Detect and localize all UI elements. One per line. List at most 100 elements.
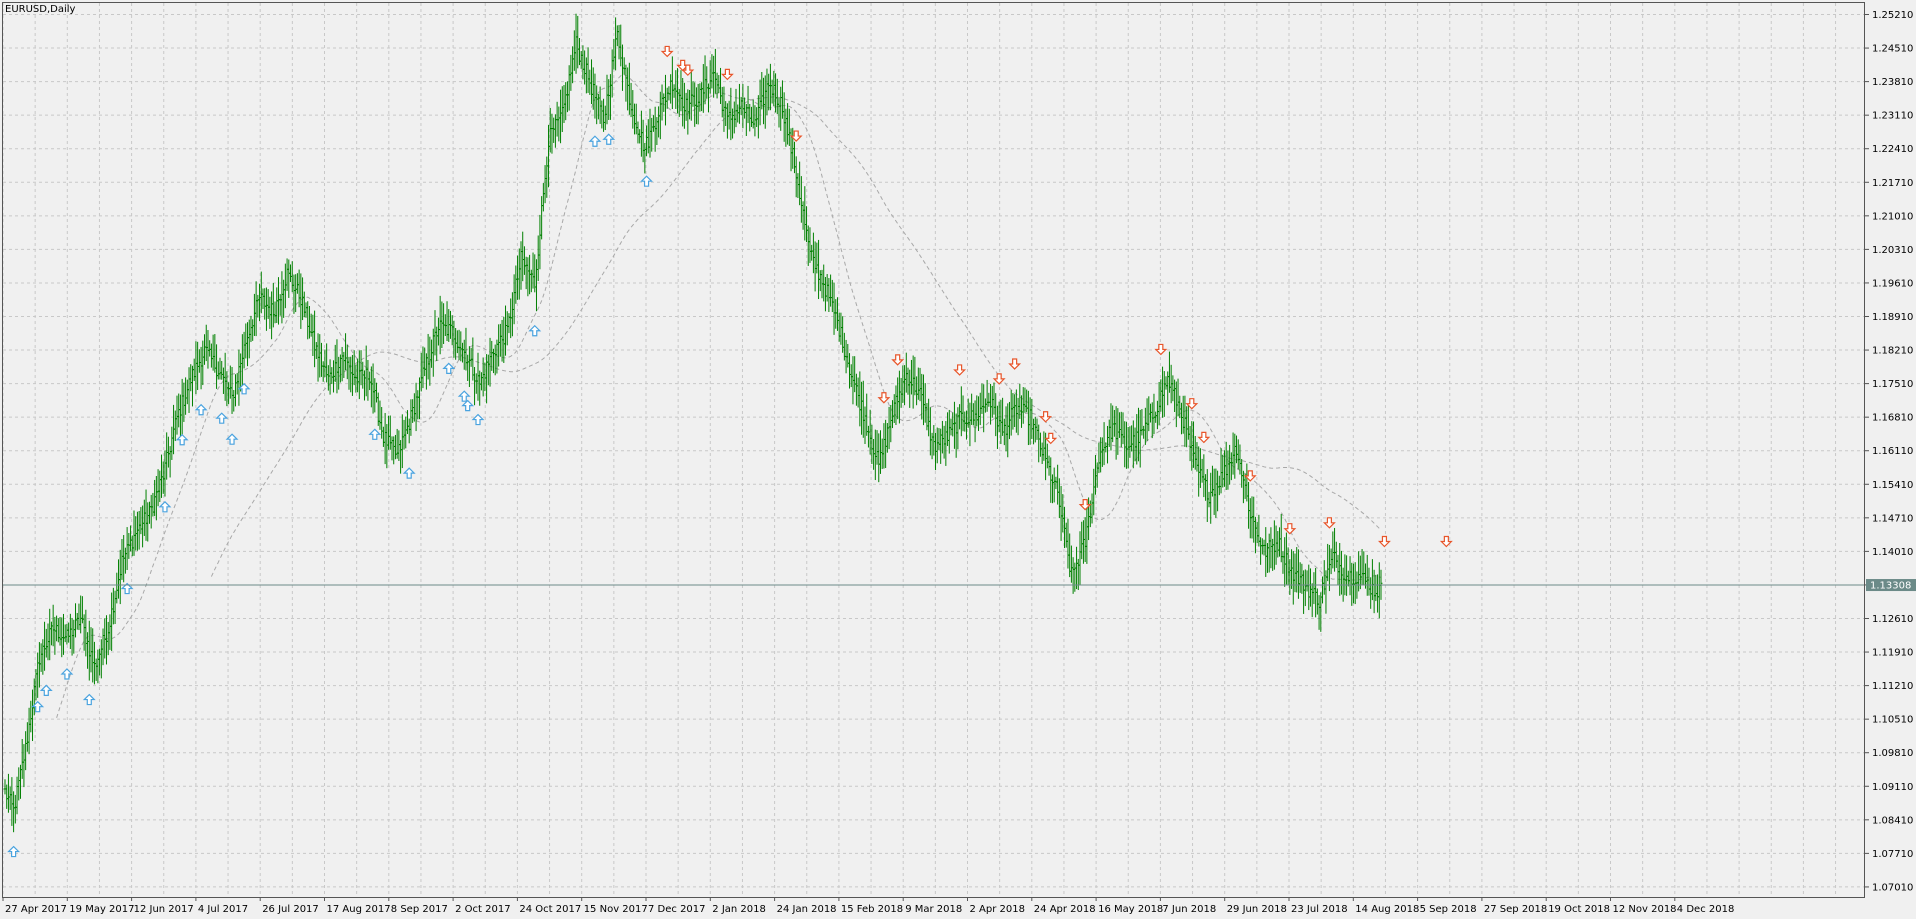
x-tick-label: 16 May 2018 bbox=[1098, 904, 1163, 915]
buy-arrow-icon bbox=[194, 403, 208, 416]
sell-arrow-icon bbox=[660, 45, 674, 58]
x-tick: 26 Jul 2017 bbox=[259, 897, 319, 915]
x-tick: 8 Sep 2017 bbox=[388, 897, 448, 915]
time-axis[interactable]: 27 Apr 2017 19 May 2017 12 Jun 2017 4 Jul 2… bbox=[2, 897, 1735, 915]
x-tick-label: 19 May 2017 bbox=[69, 904, 134, 915]
y-tick-label: 1.08410 bbox=[1872, 815, 1913, 826]
buy-arrow-icon bbox=[602, 133, 616, 145]
x-tick-label: 14 Aug 2018 bbox=[1355, 904, 1419, 915]
y-tick-label: 1.11210 bbox=[1872, 681, 1913, 692]
x-tick: 12 Nov 2018 bbox=[1610, 897, 1677, 915]
x-tick-label: 5 Sep 2018 bbox=[1420, 904, 1477, 915]
x-tick: 16 May 2018 bbox=[1095, 897, 1163, 915]
buy-arrow-icon bbox=[461, 399, 475, 412]
y-tick-label: 1.10510 bbox=[1872, 715, 1913, 726]
x-tick-label: 24 Apr 2018 bbox=[1034, 904, 1096, 915]
sell-arrow-icon bbox=[1322, 517, 1336, 529]
x-tick: 4 Dec 2018 bbox=[1674, 897, 1735, 915]
x-tick-label: 27 Sep 2018 bbox=[1484, 904, 1547, 915]
y-tick-label: 1.20310 bbox=[1872, 245, 1913, 256]
x-tick-label: 15 Nov 2017 bbox=[584, 904, 648, 915]
y-tick-label: 1.17510 bbox=[1872, 379, 1913, 390]
x-tick-label: 2 Jan 2018 bbox=[712, 904, 766, 915]
x-tick-label: 2 Oct 2017 bbox=[455, 904, 510, 915]
buy-arrow-icon bbox=[158, 500, 172, 513]
x-tick: 23 Jul 2018 bbox=[1288, 897, 1348, 915]
x-tick: 7 Jun 2018 bbox=[1159, 897, 1216, 915]
sell-arrow-icon bbox=[1197, 431, 1211, 444]
x-tick: 19 Oct 2018 bbox=[1545, 897, 1610, 915]
buy-arrow-icon bbox=[457, 390, 471, 402]
x-tick-label: 2 Apr 2018 bbox=[970, 904, 1025, 915]
x-tick-label: 8 Sep 2017 bbox=[391, 904, 448, 915]
buy-arrow-icon bbox=[175, 433, 189, 446]
x-tick-label: 7 Jun 2018 bbox=[1162, 904, 1216, 915]
y-tick-label: 1.25210 bbox=[1872, 10, 1913, 21]
sell-arrow-icon bbox=[789, 130, 803, 142]
x-tick-label: 27 Apr 2017 bbox=[5, 904, 67, 915]
y-tick-label: 1.07710 bbox=[1872, 849, 1913, 860]
sell-arrow-icon bbox=[1243, 470, 1257, 482]
x-tick: 24 Apr 2018 bbox=[1031, 897, 1096, 915]
plot-frame bbox=[2, 2, 1865, 898]
current-price-value: 1.13308 bbox=[1870, 581, 1911, 592]
sell-arrow-icon bbox=[891, 354, 905, 366]
sell-arrow-icon bbox=[1044, 432, 1058, 445]
price-axis[interactable]: 1.25210 1.24510 1.23810 1.23110 1.22410 1.217… bbox=[1865, 10, 1913, 893]
sell-arrow-icon bbox=[1377, 535, 1391, 548]
y-tick-label: 1.22410 bbox=[1872, 144, 1913, 155]
sell-arrow-icon bbox=[1439, 535, 1453, 548]
buy-arrow-icon bbox=[471, 413, 485, 426]
x-tick-label: 24 Oct 2017 bbox=[519, 904, 581, 915]
x-tick-label: 17 Aug 2017 bbox=[327, 904, 391, 915]
x-tick: 27 Sep 2018 bbox=[1481, 897, 1547, 915]
x-tick-label: 19 Oct 2018 bbox=[1548, 904, 1610, 915]
buy-arrow-icon bbox=[225, 433, 239, 445]
current-price-label: 1.13308 bbox=[1866, 579, 1916, 592]
buy-arrow-icon bbox=[588, 135, 602, 147]
signal-arrows bbox=[7, 45, 1453, 858]
sell-arrow-icon bbox=[992, 373, 1006, 385]
x-tick: 9 Mar 2018 bbox=[902, 897, 962, 915]
buy-arrow-icon bbox=[60, 668, 74, 680]
y-tick-label: 1.09810 bbox=[1872, 748, 1913, 759]
sell-arrow-icon bbox=[1039, 411, 1053, 423]
y-tick-label: 1.14710 bbox=[1872, 513, 1913, 524]
chart-title: EURUSD,Daily bbox=[5, 4, 76, 15]
x-tick-label: 29 Jun 2018 bbox=[1227, 904, 1287, 915]
x-tick-label: 4 Jul 2017 bbox=[198, 904, 248, 915]
y-tick-label: 1.18910 bbox=[1872, 312, 1913, 323]
y-tick-label: 1.19610 bbox=[1872, 278, 1913, 289]
buy-arrow-icon bbox=[237, 382, 251, 395]
x-tick-label: 4 Dec 2018 bbox=[1677, 904, 1735, 915]
sell-arrow-icon bbox=[1008, 358, 1022, 370]
y-tick-label: 1.16110 bbox=[1872, 446, 1913, 457]
buy-arrow-icon bbox=[82, 693, 96, 706]
buy-arrow-icon bbox=[39, 684, 53, 697]
y-tick-label: 1.11910 bbox=[1872, 648, 1913, 659]
x-tick: 19 May 2017 bbox=[66, 897, 135, 915]
sell-arrow-icon bbox=[720, 68, 734, 81]
x-tick: 27 Apr 2017 bbox=[2, 897, 67, 915]
x-tick: 2 Apr 2018 bbox=[967, 897, 1025, 915]
y-tick-label: 1.18210 bbox=[1872, 346, 1913, 357]
x-tick: 2 Jan 2018 bbox=[709, 897, 766, 915]
buy-arrow-icon bbox=[120, 582, 134, 595]
x-tick-label: 7 Dec 2017 bbox=[648, 904, 706, 915]
x-tick: 24 Oct 2017 bbox=[516, 897, 581, 915]
y-tick-label: 1.12610 bbox=[1872, 614, 1913, 625]
x-tick: 4 Jul 2017 bbox=[195, 897, 248, 915]
buy-arrow-icon bbox=[402, 467, 416, 479]
x-tick-label: 12 Nov 2018 bbox=[1613, 904, 1677, 915]
x-tick-label: 12 Jun 2017 bbox=[134, 904, 194, 915]
y-tick-label: 1.09110 bbox=[1872, 782, 1913, 793]
y-tick-label: 1.15410 bbox=[1872, 480, 1913, 491]
y-tick-label: 1.16810 bbox=[1872, 413, 1913, 424]
ohlc-bars bbox=[3, 13, 1383, 833]
x-tick: 15 Feb 2018 bbox=[838, 897, 903, 915]
sell-arrow-icon bbox=[681, 64, 695, 76]
y-tick-label: 1.07010 bbox=[1872, 882, 1913, 893]
x-tick-label: 26 Jul 2017 bbox=[262, 904, 319, 915]
